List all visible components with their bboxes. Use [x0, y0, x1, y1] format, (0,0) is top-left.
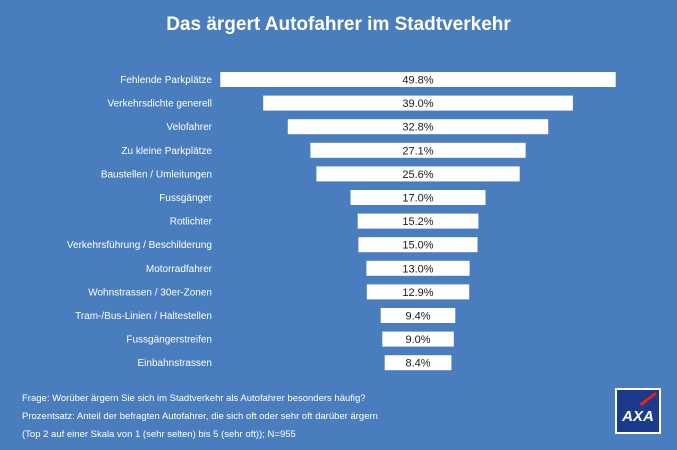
- axa-logo: AXA: [615, 388, 661, 434]
- bar-11: [382, 331, 454, 347]
- value-label-1: 39.0%: [402, 98, 433, 110]
- bar-8: [366, 260, 470, 276]
- bar-0: [220, 72, 616, 87]
- value-label-0: 49.8%: [402, 75, 433, 87]
- bar-chart: Fehlende Parkplätze 49.8% Verkehrsdichte g…: [67, 72, 616, 371]
- bar-4: [316, 166, 520, 182]
- value-label-3: 27.1%: [402, 145, 433, 157]
- bar-7: [358, 237, 478, 253]
- footnote: Frage: Worüber ärgern Sie sich im Stadtv…: [22, 390, 602, 444]
- value-label-11: 9.0%: [405, 334, 430, 346]
- category-label-10: Tram-/Bus-Linien / Haltestellen: [75, 311, 212, 322]
- value-label-8: 13.0%: [402, 263, 433, 275]
- value-label-12: 8.4%: [405, 358, 430, 370]
- value-label-5: 17.0%: [402, 193, 433, 205]
- category-label-7: Verkehrsführung / Beschilderung: [67, 240, 212, 251]
- category-label-6: Rotlichter: [170, 217, 213, 228]
- category-label-9: Wohnstrassen / 30er-Zonen: [88, 287, 212, 298]
- category-label-3: Zu kleine Parkplätze: [121, 146, 212, 157]
- value-label-6: 15.2%: [402, 216, 433, 228]
- category-label-4: Baustellen / Umleitungen: [101, 169, 212, 180]
- bar-6: [357, 213, 479, 229]
- value-label-7: 15.0%: [402, 240, 433, 252]
- category-label-11: Fussgängerstreifen: [126, 335, 212, 346]
- category-label-0: Fehlende Parkplätze: [120, 75, 212, 86]
- chart-title: Das ärgert Autofahrer im Stadtverkehr: [166, 14, 511, 35]
- bar-5: [350, 190, 486, 205]
- footnote-scale-note: (Top 2 auf einer Skala von 1 (sehr selte…: [22, 429, 296, 440]
- footnote-percentage-definition: Prozentsatz: Anteil der befragten Autofa…: [22, 411, 378, 422]
- bar-3: [310, 142, 526, 158]
- bar-1: [263, 95, 573, 111]
- value-label-10: 9.4%: [405, 311, 430, 323]
- value-label-2: 32.8%: [402, 122, 433, 134]
- bar-10: [380, 308, 456, 323]
- value-label-4: 25.6%: [402, 169, 433, 181]
- category-label-1: Verkehrsdichte generell: [107, 99, 212, 110]
- bar-9: [366, 284, 470, 300]
- category-label-12: Einbahnstrassen: [138, 358, 213, 369]
- axa-logo-text: AXA: [621, 408, 654, 425]
- category-label-5: Fussgänger: [159, 193, 212, 204]
- bar-2: [287, 119, 549, 135]
- category-label-2: Velofahrer: [166, 122, 212, 133]
- bar-12: [384, 355, 452, 371]
- category-label-8: Motorradfahrer: [146, 264, 213, 275]
- footnote-question: Frage: Worüber ärgern Sie sich im Stadtv…: [22, 393, 366, 404]
- value-label-9: 12.9%: [402, 287, 433, 299]
